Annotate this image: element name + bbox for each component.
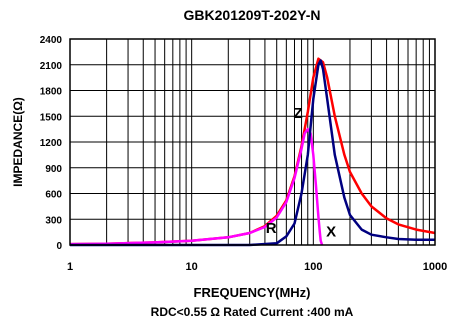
y-tick-labels: 0 300 600 900 1200 1500 1800 2100 2400: [40, 35, 63, 252]
x-tick-label: 10: [186, 261, 198, 273]
y-tick-label: 900: [45, 164, 62, 175]
series-line-x: [70, 59, 435, 247]
x-tick-label: 100: [304, 261, 322, 273]
y-tick-label: 1500: [40, 112, 63, 123]
series-curves: [69, 57, 436, 247]
y-tick-label: 0: [56, 241, 62, 252]
y-axis-label: IMPEDANCE(Ω): [11, 97, 25, 187]
y-tick-label: 300: [45, 215, 62, 226]
curve-label-r: R: [266, 220, 277, 237]
y-tick-label: 2100: [40, 61, 63, 72]
x-axis-label: FREQUENCY(MHz): [194, 285, 311, 300]
plot-frame: [69, 38, 436, 246]
x-tick-label: 1: [67, 261, 73, 273]
y-tick-label: 1800: [40, 87, 63, 98]
x-tick-label: 1000: [423, 261, 447, 273]
y-tick-label: 1200: [40, 138, 63, 149]
y-tick-label: 600: [45, 190, 62, 201]
series-line-r: [69, 127, 324, 246]
curve-label-z: Z: [294, 105, 303, 122]
chart-title: GBK201209T-202Y-N: [184, 7, 321, 23]
x-tick-labels: 1 10 100 1000: [67, 261, 447, 273]
curve-label-x: X: [326, 223, 336, 240]
grid: [69, 38, 435, 246]
series-line-z: [69, 57, 436, 246]
curve-annotations: Z R X: [266, 105, 336, 240]
y-tick-label: 2400: [40, 35, 63, 46]
footer-note: RDC<0.55 Ω Rated Current :400 mA: [151, 305, 354, 319]
